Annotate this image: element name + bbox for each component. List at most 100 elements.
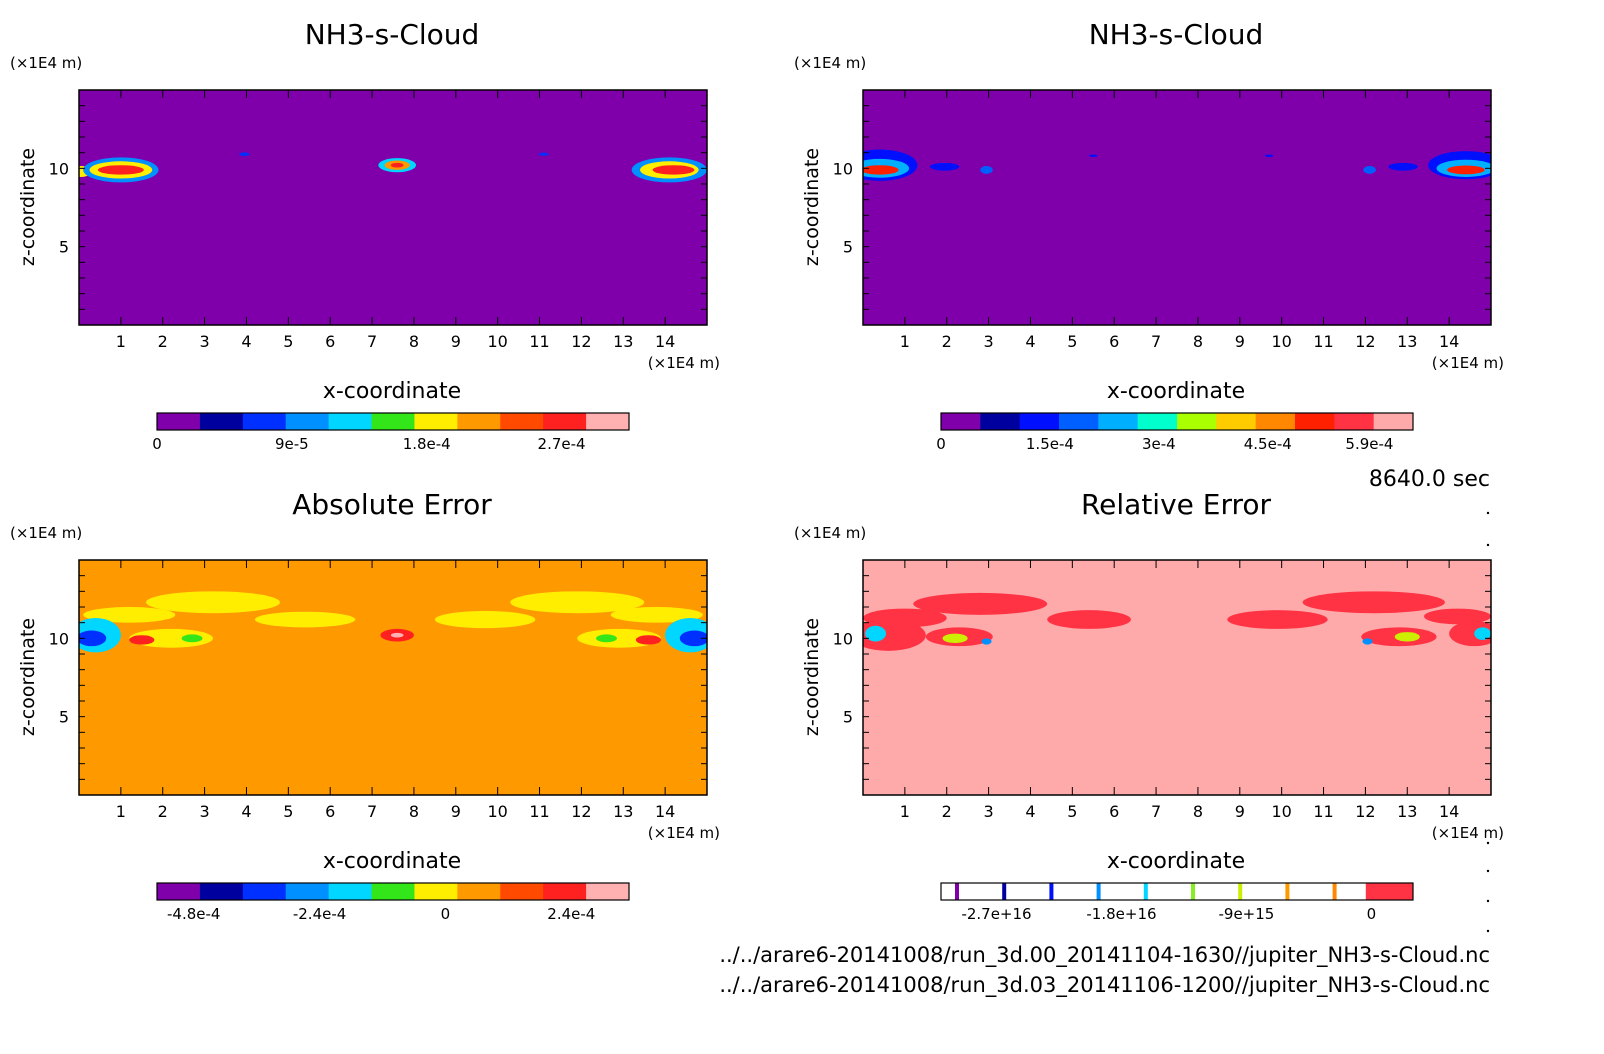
- colorbar-swatch: [1059, 413, 1099, 430]
- y-axis-label: z-coordinate: [801, 148, 823, 266]
- y-axis-label: z-coordinate: [17, 148, 39, 266]
- panel-3: Absolute Error(×1E4 m)1 2 3 4 5 6 7 8 9 10 11 12 13 1…: [10, 488, 720, 923]
- y-tick-label: 5: [59, 708, 69, 727]
- contour-features: [863, 149, 1491, 181]
- colorbar-swatch: [1373, 413, 1414, 430]
- colorbar-tick-label: 0: [441, 905, 451, 923]
- colorbar: 0 1.5e-4 3e-4 4.5e-4 5.9e-4: [936, 412, 1414, 453]
- y-unit-label: (×1E4 m): [794, 54, 866, 72]
- colorbar-swatch: [1177, 413, 1217, 430]
- x-tick-label: 10: [1271, 802, 1291, 821]
- contour-region: [610, 607, 703, 623]
- y-tick-label: 10: [833, 159, 853, 178]
- x-tick-label: 14: [655, 802, 675, 821]
- contour-region: [679, 630, 707, 647]
- x-tick-label: 3: [984, 332, 994, 351]
- x-tick-label: 8: [409, 332, 419, 351]
- contour-region: [1302, 591, 1445, 614]
- colorbar: -2.7e+16 -1.8e+16 -9e+15 0: [940, 882, 1414, 923]
- colorbar-swatch: [1216, 413, 1257, 430]
- colorbar-swatch: [955, 883, 959, 900]
- x-tick-label: 2: [158, 332, 168, 351]
- contour-region: [635, 635, 661, 645]
- colorbar-swatch: [199, 413, 244, 430]
- contour-region: [865, 625, 887, 642]
- contour-region: [863, 619, 926, 651]
- colorbar-swatch: [1255, 413, 1296, 430]
- colorbar-tick-label: -2.4e-4: [293, 905, 346, 923]
- contour-region: [1362, 638, 1373, 645]
- colorbar-swatch: [371, 883, 415, 900]
- contour-region: [1227, 610, 1328, 629]
- x-tick-label: 5: [283, 332, 293, 351]
- file-path: ../../arare6-20141008/run_3d.03_20141106…: [719, 973, 1490, 998]
- contour-region: [1449, 621, 1491, 647]
- colorbar-swatch: [500, 883, 544, 900]
- x-tick-label: 11: [529, 802, 549, 821]
- edge-dot: [1486, 543, 1490, 547]
- x-tick-label: 9: [1235, 802, 1245, 821]
- colorbar-swatch: [543, 413, 587, 430]
- y-axis-label: z-coordinate: [801, 618, 823, 736]
- colorbar-swatch: [1238, 883, 1243, 900]
- colorbar-swatch: [157, 413, 201, 430]
- x-tick-label: 8: [1193, 802, 1203, 821]
- colorbar-swatch: [1137, 413, 1178, 430]
- time-label: 8640.0 sec: [1369, 467, 1490, 492]
- x-tick-label: 5: [283, 802, 293, 821]
- colorbar-tick-label: 5.9e-4: [1345, 435, 1393, 453]
- colorbar-swatch: [980, 413, 1021, 430]
- y-unit-label: (×1E4 m): [10, 54, 82, 72]
- y-tick-label: 5: [843, 238, 853, 257]
- colorbar-swatch: [1318, 883, 1366, 900]
- plot-frame: [862, 559, 1492, 796]
- x-tick-label: 11: [1313, 802, 1333, 821]
- contour-region: [980, 165, 993, 174]
- colorbar-swatch: [1365, 883, 1414, 900]
- colorbar: 0 9e-5 1.8e-4 2.7e-4: [152, 412, 630, 453]
- colorbar-swatch: [457, 413, 501, 430]
- contour-region: [1394, 632, 1420, 642]
- contour-region: [1388, 162, 1418, 171]
- x-tick-label: 5: [1067, 332, 1077, 351]
- colorbar-swatch: [1096, 883, 1101, 900]
- colorbar-swatch: [1295, 413, 1335, 430]
- x-tick-label: 7: [367, 332, 377, 351]
- x-tick-label: 13: [1397, 332, 1417, 351]
- panel-2: NH3-s-Cloud(×1E4 m)1 2 3 4 5 6 7 8 9 10 11 12 13 1451…: [794, 18, 1504, 453]
- contour-region: [913, 592, 1048, 615]
- x-tick-label: 1: [116, 802, 126, 821]
- colorbar-swatch: [586, 883, 630, 900]
- edge-dot: [1486, 511, 1490, 515]
- colorbar-swatch: [1332, 883, 1337, 900]
- x-unit-label: (×1E4 m): [1432, 354, 1504, 372]
- contour-features: [863, 591, 1491, 651]
- contour-region: [942, 633, 968, 644]
- colorbar-swatch: [941, 883, 989, 900]
- colorbar-frame: [156, 882, 630, 901]
- x-tick-label: 12: [571, 332, 591, 351]
- colorbar-swatch: [414, 413, 458, 430]
- colorbar-swatch: [285, 883, 330, 900]
- colorbar: -4.8e-4 -2.4e-4 0 2.4e-4: [156, 882, 630, 923]
- y-unit-label: (×1E4 m): [794, 524, 866, 542]
- x-tick-label: 6: [325, 802, 335, 821]
- edge-dot: [1486, 869, 1490, 873]
- colorbar-tick-label: 0: [1367, 905, 1377, 923]
- contour-region: [929, 162, 960, 171]
- colorbar-swatch: [457, 883, 501, 900]
- panel-4: Relative Error(×1E4 m)1 2 3 4 5 6 7 8 9 10 11 12 13 1…: [794, 488, 1504, 923]
- x-tick-label: 1: [900, 802, 910, 821]
- colorbar-swatch: [1035, 883, 1083, 900]
- contour-region: [1363, 165, 1376, 174]
- colorbar-swatch: [941, 413, 981, 430]
- x-tick-label: 3: [200, 802, 210, 821]
- plot-frame: [862, 89, 1492, 326]
- x-tick-label: 6: [1109, 332, 1119, 351]
- plot-frame: [78, 559, 708, 796]
- colorbar-swatch: [1049, 883, 1054, 900]
- x-tick-label: 3: [984, 802, 994, 821]
- colorbar-tick-label: 4.5e-4: [1244, 435, 1292, 453]
- contour-region: [1047, 610, 1131, 629]
- colorbar-swatch: [328, 883, 373, 900]
